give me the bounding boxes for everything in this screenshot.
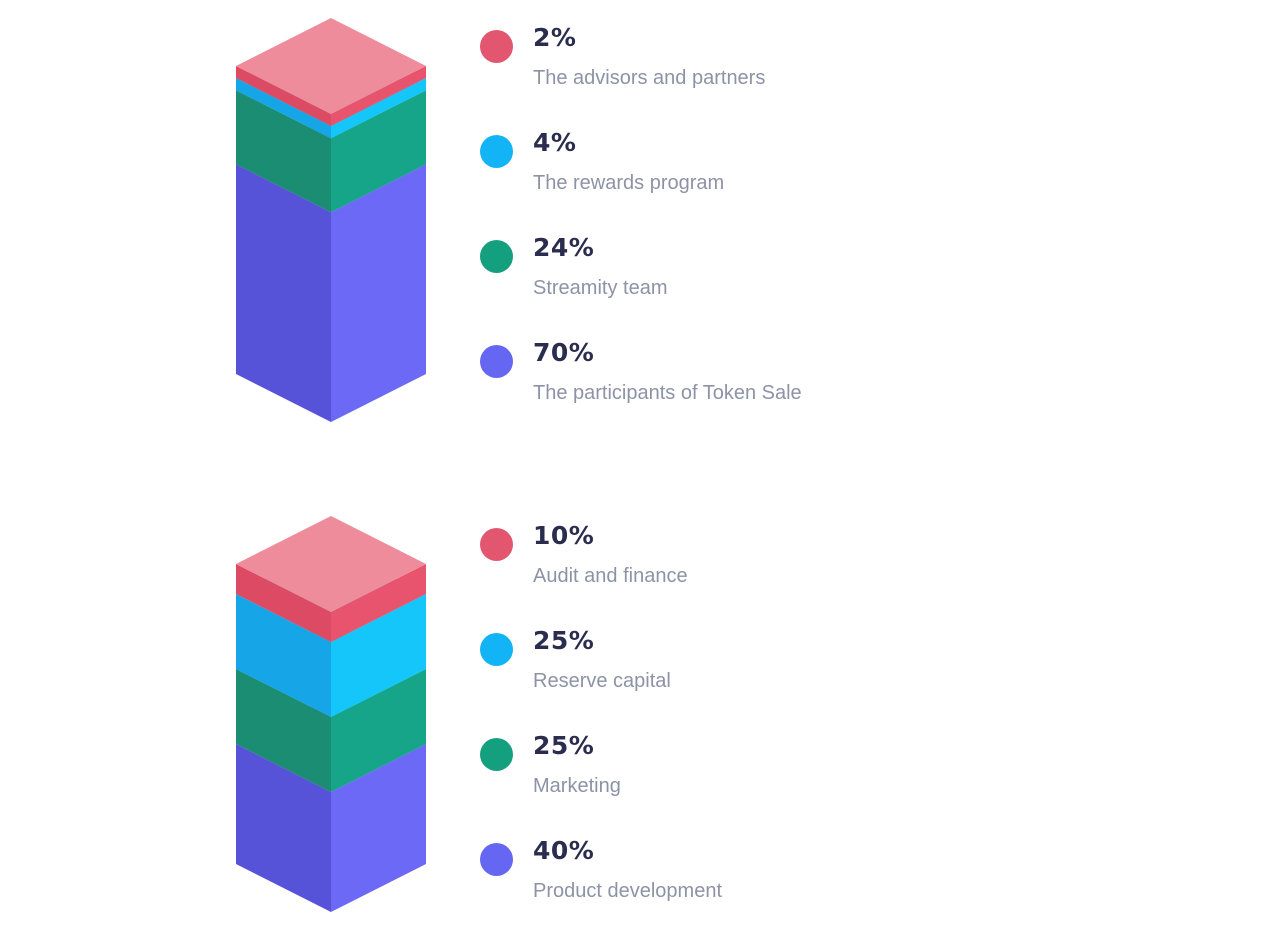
legend-dot [480, 30, 513, 63]
stack-segment-violet-left [236, 744, 331, 912]
token-distribution-stack [236, 18, 426, 423]
stack-segment-violet-left [236, 164, 331, 423]
legend-percent: 2% [533, 23, 577, 52]
stack-segment-green-left [236, 669, 331, 792]
legend-label: Marketing [533, 775, 621, 797]
legend-dot [480, 843, 513, 876]
legend-percent: 4% [533, 128, 577, 157]
legend-percent: 25% [533, 626, 595, 655]
legend-dot [480, 345, 513, 378]
legend-dot [480, 135, 513, 168]
legend-dot [480, 240, 513, 273]
stack-segment-pink-top [236, 18, 426, 114]
stack-segment-violet-right [331, 164, 426, 423]
legend-item: 25% Reserve capital [480, 625, 1080, 715]
legend-label: Reserve capital [533, 670, 671, 692]
legend-dot [480, 738, 513, 771]
legend-item: 24% Streamity team [480, 232, 1080, 322]
stack-segment-pink-left [236, 66, 331, 126]
legend-label: Audit and finance [533, 565, 688, 587]
legend-item: 4% The rewards program [480, 127, 1080, 217]
legend-percent: 70% [533, 338, 595, 367]
legend-label: Product development [533, 880, 723, 902]
legend-percent: 25% [533, 731, 595, 760]
legend-label: The rewards program [533, 172, 725, 194]
legend-item: 70% The participants of Token Sale [480, 337, 1080, 427]
stack-segment-green-right [331, 90, 426, 213]
stack-segment-cyan-left [236, 78, 331, 139]
funds-allocation-chart: 10% Audit and finance 25% Reserve capita… [0, 498, 1280, 914]
funds-allocation-stack [236, 516, 426, 912]
legend-label: The advisors and partners [533, 67, 766, 89]
legend-item: 10% Audit and finance [480, 520, 1080, 610]
stack-segment-violet-right [331, 744, 426, 912]
token-distribution-chart: 2% The advisors and partners 4% The rewa… [0, 0, 1280, 440]
stack-segment-pink-right [331, 564, 426, 642]
legend-item: 2% The advisors and partners [480, 22, 1080, 112]
legend-item: 40% Product development [480, 835, 1080, 925]
legend-dot [480, 528, 513, 561]
stack-segment-pink-right [331, 66, 426, 126]
stack-segment-pink-top [236, 516, 426, 612]
legend-percent: 10% [533, 521, 595, 550]
legend-percent: 24% [533, 233, 595, 262]
legend-label: The participants of Token Sale [533, 382, 802, 404]
stack-segment-cyan-right [331, 78, 426, 139]
stack-segment-cyan-left [236, 594, 331, 717]
stack-segment-green-left [236, 90, 331, 213]
stack-segment-green-right [331, 669, 426, 792]
legend-dot [480, 633, 513, 666]
stack-segment-pink-left [236, 564, 331, 642]
legend-percent: 40% [533, 836, 595, 865]
legend-label: Streamity team [533, 277, 668, 299]
legend-item: 25% Marketing [480, 730, 1080, 820]
stack-segment-cyan-right [331, 594, 426, 717]
